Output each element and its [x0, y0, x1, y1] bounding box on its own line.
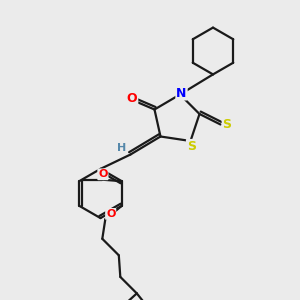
Text: S: S — [223, 118, 232, 131]
Text: H: H — [118, 143, 127, 153]
Text: S: S — [187, 140, 196, 153]
Text: O: O — [98, 169, 108, 179]
Text: O: O — [106, 209, 116, 219]
Text: N: N — [176, 86, 187, 100]
Text: O: O — [127, 92, 137, 105]
